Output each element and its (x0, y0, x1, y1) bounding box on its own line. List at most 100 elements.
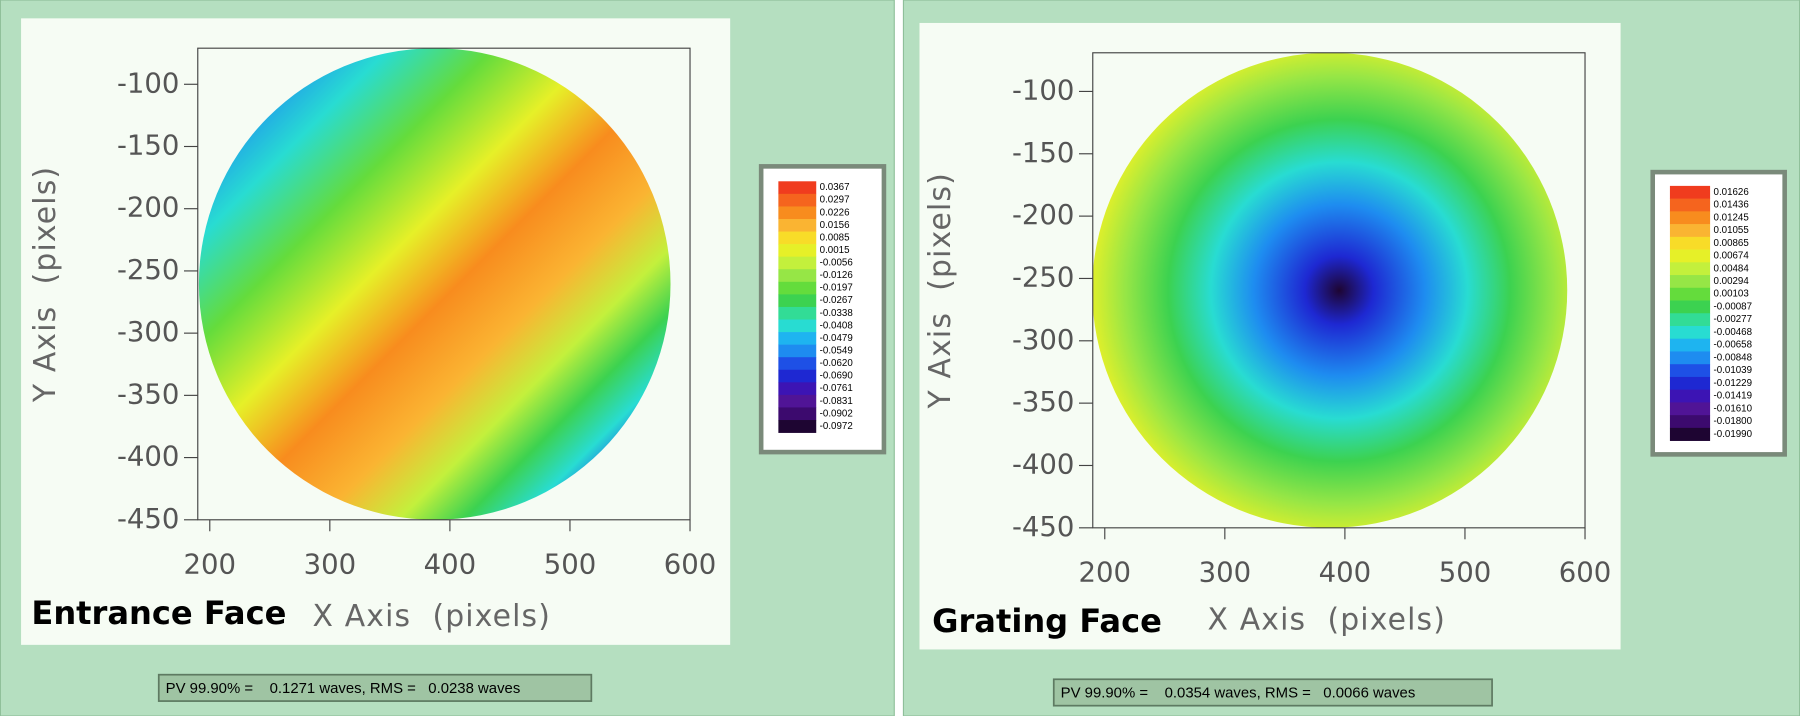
colorbar-swatch (778, 344, 817, 358)
y-tick-label: -350 (1012, 386, 1074, 418)
colorbar-swatch (778, 256, 817, 270)
colorbar-label: -0.0620 (820, 358, 854, 369)
colorbar-swatch (1669, 236, 1711, 250)
colorbar-label: -0.0972 (820, 421, 853, 432)
axes-frame (197, 47, 691, 521)
colorbar-swatch (1669, 325, 1711, 340)
colorbar-label: -0.0902 (820, 408, 853, 419)
x-tick-label: 600 (664, 549, 717, 581)
colorbar-swatch (778, 319, 817, 333)
colorbar-swatch (778, 193, 817, 207)
colorbar-swatch (778, 206, 817, 220)
colorbar-label: 0.0367 (820, 182, 850, 193)
chart-title: Entrance Face (31, 594, 286, 632)
colorbar-label: 0.01626 (1714, 187, 1749, 198)
y-tick-label: -200 (117, 192, 179, 224)
colorbar-label: -0.0126 (820, 270, 853, 281)
colorbar-swatch (1669, 427, 1711, 441)
x-tick-label: 300 (304, 549, 357, 581)
y-tick-label: -300 (1012, 324, 1074, 356)
surface-map (1092, 52, 1568, 528)
colorbar-swatch (1669, 275, 1711, 289)
colorbar-label: -0.00468 (1714, 327, 1753, 338)
y-tick-label: -150 (117, 129, 179, 161)
colorbar-label: -0.00277 (1714, 314, 1753, 325)
x-tick-label: 500 (1439, 557, 1492, 589)
colorbar-swatch (1669, 389, 1711, 403)
stats-text: PV 99.90% = 0.1271 waves, RMS = 0.0238 w… (166, 681, 521, 697)
colorbar-label: 0.0085 (820, 232, 850, 243)
colorbar-label: 0.00103 (1714, 289, 1749, 300)
stats-box (1052, 678, 1493, 707)
y-tick-label: -400 (1012, 448, 1074, 480)
colorbar-label: -0.01610 (1714, 403, 1753, 414)
y-tick-label: -100 (117, 67, 179, 99)
colorbar-label: -0.0761 (820, 383, 853, 394)
chart-title: Grating Face (932, 602, 1162, 640)
colorbar-swatch (1669, 287, 1711, 301)
y-tick-label: -200 (1012, 199, 1074, 231)
x-tick-label: 500 (544, 549, 597, 581)
colorbar-swatch (1669, 211, 1711, 225)
colorbar-label: 0.0226 (820, 207, 850, 218)
axes-frame (1092, 52, 1586, 529)
surface-map (198, 48, 671, 520)
colorbar-label: 0.0297 (820, 195, 850, 206)
colorbar-label: -0.0338 (820, 308, 853, 319)
colorbar-swatch (778, 181, 817, 195)
x-tick-label: 600 (1559, 557, 1612, 589)
y-tick-label: -450 (1012, 511, 1074, 543)
colorbar-label: -0.0690 (820, 371, 854, 382)
colorbar-label: 0.01436 (1714, 200, 1749, 211)
colorbar-swatch (1669, 224, 1711, 238)
colorbar-label: -0.01990 (1714, 429, 1753, 440)
x-axis-label: X Axis (pixels) (313, 599, 552, 634)
colorbar-label: 0.01245 (1714, 212, 1750, 223)
x-axis-label: X Axis (pixels) (1208, 602, 1447, 637)
colorbar-label: 0.00294 (1714, 276, 1750, 287)
colorbar-swatch (778, 420, 817, 433)
colorbar-label: 0.0015 (820, 245, 850, 256)
colorbar-label: 0.00865 (1714, 238, 1750, 249)
colorbar-swatch (1669, 313, 1711, 327)
y-axis-label: Y Axis (pixels) (923, 172, 958, 409)
y-tick-label: -350 (117, 378, 179, 410)
colorbar-swatch (778, 394, 817, 408)
colorbar-label: -0.0197 (820, 283, 853, 294)
y-tick-label: -250 (117, 254, 179, 286)
colorbar-label: -0.01039 (1714, 365, 1753, 376)
colorbar-swatch (778, 269, 817, 283)
colorbar-label: -0.00658 (1714, 340, 1753, 351)
colorbar-label: -0.01800 (1714, 416, 1753, 427)
colorbar-swatch (778, 244, 817, 258)
x-tick-label: 200 (184, 549, 237, 581)
colorbar-swatch (778, 369, 817, 383)
y-tick-label: -100 (1012, 74, 1074, 106)
colorbar-label: 0.00484 (1714, 263, 1750, 274)
colorbar-swatch (1669, 402, 1711, 416)
y-axis-label: Y Axis (pixels) (28, 166, 63, 403)
colorbar-swatch (778, 332, 817, 345)
colorbar-swatch (1669, 376, 1711, 391)
colorbar-swatch (778, 357, 817, 371)
colorbar-label: -0.0479 (820, 333, 853, 344)
colorbar-label: 0.00674 (1714, 251, 1750, 262)
y-tick-label: -450 (117, 503, 179, 535)
y-tick-label: -400 (117, 441, 179, 473)
colorbar-swatch (1669, 185, 1711, 199)
colorbar-swatch (1669, 364, 1711, 378)
colorbar-swatch (1669, 198, 1711, 212)
colorbar-label: -0.00087 (1714, 301, 1753, 312)
colorbar-swatch (1669, 300, 1711, 314)
colorbar-swatch (778, 294, 817, 308)
stats-text: PV 99.90% = 0.0354 waves, RMS = 0.0066 w… (1061, 686, 1416, 702)
colorbar-label: -0.0831 (820, 396, 853, 407)
y-tick-label: -300 (117, 316, 179, 348)
colorbar-label: -0.01419 (1714, 391, 1753, 402)
colorbar-label: -0.00848 (1714, 352, 1753, 363)
x-tick-label: 200 (1079, 557, 1132, 589)
x-tick-label: 400 (1319, 557, 1372, 589)
colorbar-swatch (1669, 338, 1711, 352)
colorbar-swatch (1669, 415, 1711, 429)
